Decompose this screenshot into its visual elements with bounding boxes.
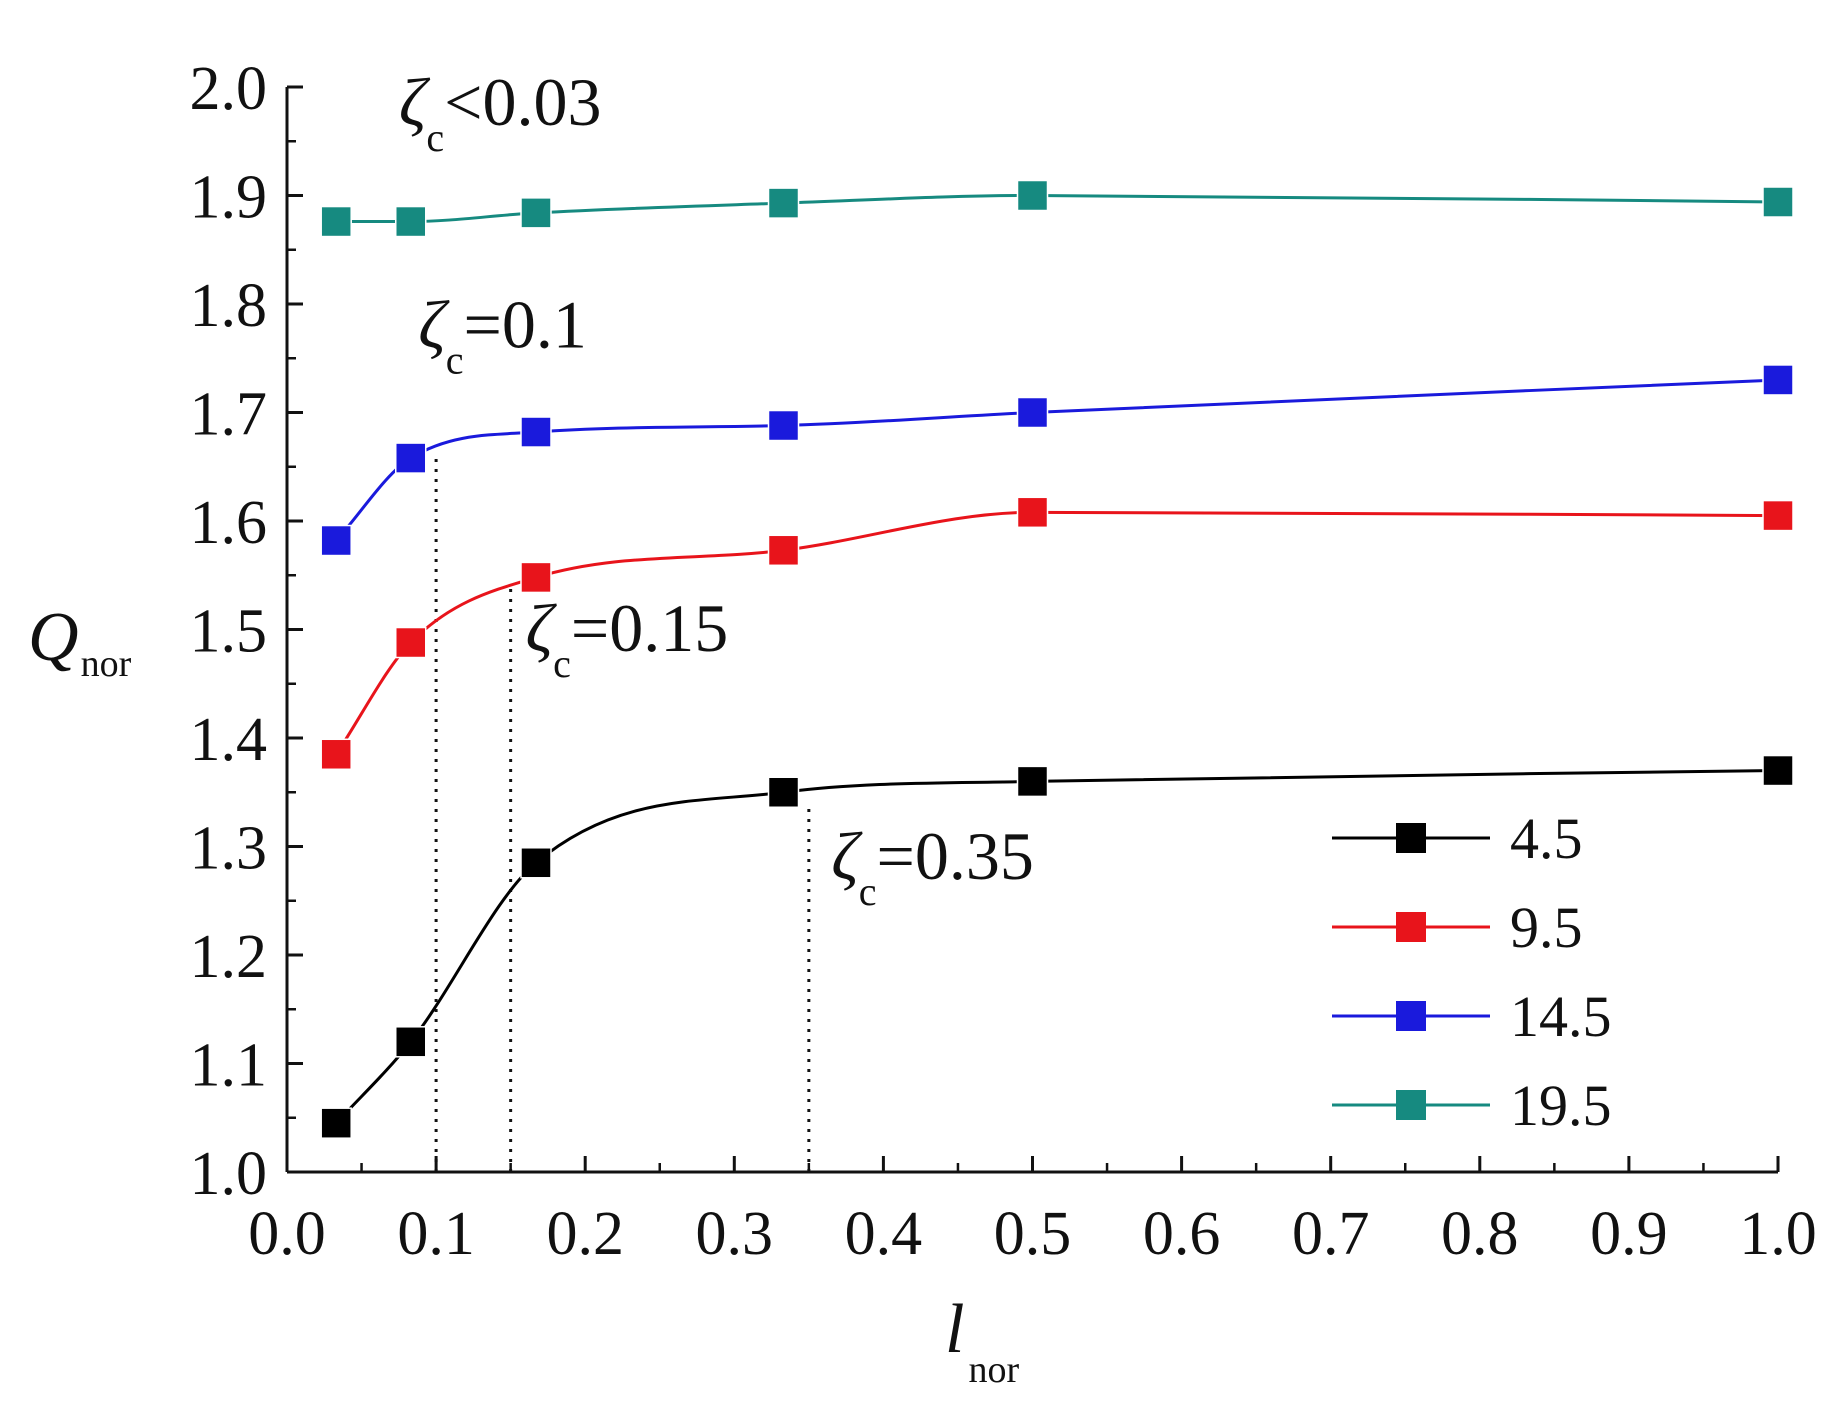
y-tick-label: 2.0 bbox=[190, 55, 268, 123]
legend-swatch-marker bbox=[1396, 912, 1426, 942]
series-4-5 bbox=[320, 754, 1794, 1139]
annotation-subscript: c bbox=[446, 337, 464, 382]
annotation-text: =0.1 bbox=[464, 286, 587, 362]
y-axis-title-sub: nor bbox=[81, 643, 132, 685]
data-point bbox=[1016, 765, 1049, 798]
series-19-5 bbox=[320, 179, 1794, 238]
annotation-text: =0.35 bbox=[877, 818, 1034, 894]
data-point bbox=[395, 1026, 427, 1058]
x-tick-label: 0.2 bbox=[546, 1200, 624, 1268]
data-point bbox=[767, 187, 800, 219]
x-tick-label: 0.1 bbox=[397, 1200, 475, 1268]
legend-label: 4.5 bbox=[1510, 806, 1583, 871]
data-point bbox=[1016, 179, 1049, 212]
x-tick-label: 0.4 bbox=[845, 1200, 923, 1268]
legend-item: 14.5 bbox=[1332, 984, 1612, 1049]
data-point bbox=[767, 534, 800, 567]
data-point bbox=[1762, 754, 1794, 787]
y-tick-label: 1.1 bbox=[190, 1032, 268, 1100]
y-tick-label: 1.5 bbox=[190, 598, 268, 666]
data-point bbox=[1016, 396, 1049, 429]
series-layer bbox=[320, 179, 1794, 1139]
y-axis-title: Qnor bbox=[28, 599, 132, 685]
data-point bbox=[520, 197, 552, 229]
annotation-label: ζc=0.1 bbox=[418, 286, 587, 382]
legend-label: 19.5 bbox=[1510, 1073, 1612, 1138]
data-point bbox=[1762, 364, 1794, 396]
data-point bbox=[1762, 186, 1794, 218]
annotation-text: <0.03 bbox=[444, 64, 601, 140]
x-tick-label: 0.7 bbox=[1292, 1200, 1370, 1268]
legend-item: 19.5 bbox=[1332, 1073, 1612, 1138]
x-tick-label: 0.9 bbox=[1590, 1200, 1668, 1268]
annotation-symbol: ζ bbox=[418, 286, 450, 362]
legend-label: 14.5 bbox=[1510, 984, 1612, 1049]
data-point bbox=[767, 776, 800, 808]
data-point bbox=[520, 561, 552, 594]
annotation-subscript: c bbox=[553, 641, 571, 686]
legend-label: 9.5 bbox=[1510, 895, 1583, 960]
data-point bbox=[1762, 499, 1794, 532]
y-tick-label: 1.4 bbox=[190, 706, 268, 774]
y-tick-label: 1.0 bbox=[190, 1140, 268, 1208]
data-point bbox=[320, 524, 352, 557]
annotation-symbol: ζ bbox=[526, 590, 558, 666]
data-point bbox=[520, 847, 552, 879]
x-tick-label: 1.0 bbox=[1739, 1200, 1817, 1268]
axis-titles: Qnor lnor bbox=[28, 599, 1019, 1391]
data-point bbox=[395, 205, 427, 238]
annotation-label: ζc<0.03 bbox=[399, 64, 602, 160]
data-point bbox=[395, 626, 427, 659]
x-tick-label: 0.0 bbox=[248, 1200, 326, 1268]
x-tick-label: 0.8 bbox=[1441, 1200, 1519, 1268]
axes: 0.0 0.1 0.2 0.3 0.4 0.5 0.6 0.7 0.8 0.9 1.0 1.0 1.1 1… bbox=[190, 55, 1817, 1268]
legend-item: 9.5 bbox=[1332, 895, 1583, 960]
annotation-subscript: c bbox=[426, 115, 444, 160]
annotation-text: =0.15 bbox=[571, 590, 728, 666]
data-point bbox=[320, 205, 352, 238]
x-axis-title-sub: nor bbox=[968, 1349, 1019, 1391]
data-point bbox=[767, 409, 800, 442]
legend-item: 4.5 bbox=[1332, 806, 1583, 871]
legend: 4.5 9.5 14.5 19.5 bbox=[1332, 806, 1612, 1138]
y-tick-label: 1.3 bbox=[190, 815, 268, 883]
legend-swatch-marker bbox=[1396, 823, 1426, 853]
data-point bbox=[395, 442, 427, 474]
y-tick-label: 1.7 bbox=[190, 381, 268, 449]
annotation-subscript: c bbox=[859, 869, 877, 914]
x-tick-label: 0.3 bbox=[696, 1200, 774, 1268]
data-point bbox=[320, 738, 352, 771]
y-axis-title-main: Q bbox=[28, 599, 79, 676]
annotation-label: ζc=0.15 bbox=[526, 590, 729, 686]
data-point bbox=[320, 1107, 352, 1139]
annotation-symbol: ζ bbox=[831, 818, 863, 894]
y-tick-label: 1.6 bbox=[190, 489, 268, 557]
x-tick-label: 0.5 bbox=[994, 1200, 1072, 1268]
series-14-5 bbox=[320, 364, 1794, 557]
critical-lines bbox=[434, 455, 811, 1172]
x-axis-title-main: l bbox=[945, 1291, 964, 1368]
series-line bbox=[336, 193, 1779, 224]
data-point bbox=[1016, 496, 1049, 529]
y-tick-label: 1.9 bbox=[190, 164, 268, 232]
x-axis-title: lnor bbox=[945, 1291, 1019, 1391]
y-tick-label: 1.2 bbox=[190, 923, 268, 991]
annotation-symbol: ζ bbox=[399, 64, 431, 140]
x-tick-label: 0.6 bbox=[1143, 1200, 1221, 1268]
series-line bbox=[335, 378, 1779, 542]
legend-swatch-marker bbox=[1396, 1090, 1426, 1120]
data-point bbox=[520, 416, 552, 448]
annotation-label: ζc=0.35 bbox=[831, 818, 1034, 914]
series-9-5 bbox=[320, 496, 1794, 771]
legend-swatch-marker bbox=[1396, 1001, 1426, 1031]
y-tick-label: 1.8 bbox=[190, 272, 268, 340]
